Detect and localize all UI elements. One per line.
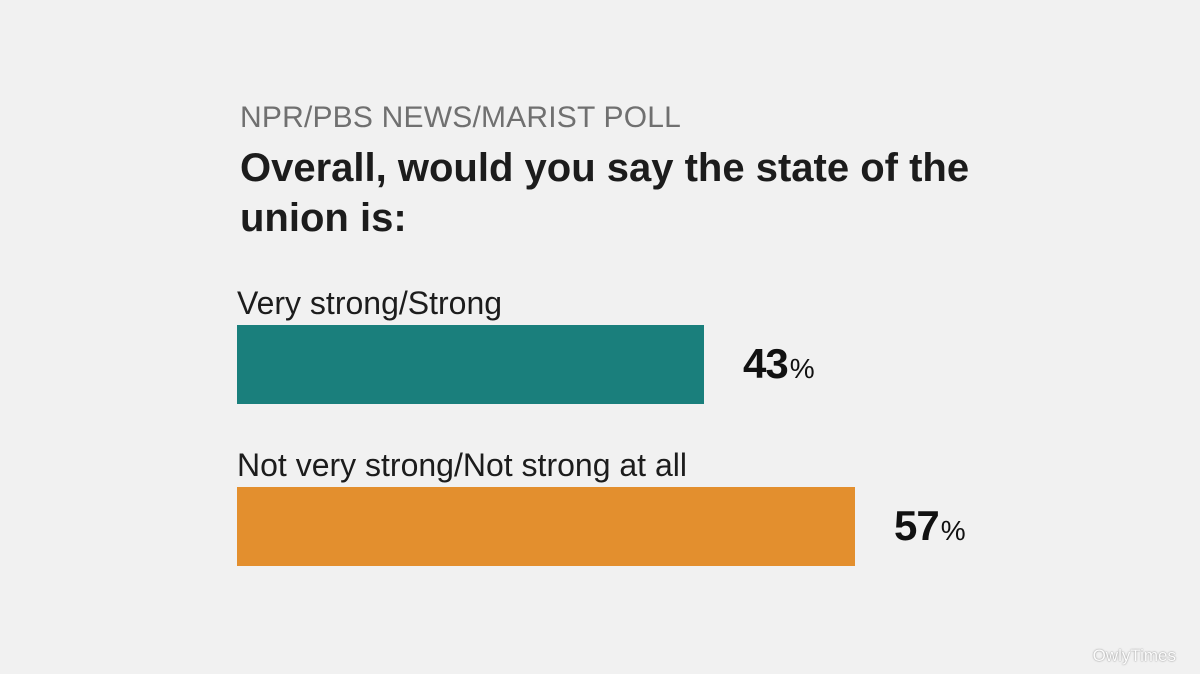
bar-value-label: 43% bbox=[743, 340, 815, 388]
bar-label: Not very strong/Not strong at all bbox=[237, 447, 687, 483]
bar-value-number: 43 bbox=[743, 340, 789, 387]
watermark-logo: OwlyTimes bbox=[1092, 646, 1176, 665]
poll-source-kicker: NPR/PBS NEWS/MARIST POLL bbox=[240, 101, 682, 134]
bar-value-unit: % bbox=[789, 353, 815, 384]
bar-value-number: 57 bbox=[894, 502, 940, 549]
bar-value-unit: % bbox=[940, 515, 966, 546]
chart-title: Overall, would you say the state of the … bbox=[240, 146, 970, 240]
bar bbox=[237, 325, 704, 404]
bar-value-label: 57% bbox=[894, 502, 966, 550]
bar-label: Very strong/Strong bbox=[237, 285, 503, 321]
bar bbox=[237, 487, 855, 566]
